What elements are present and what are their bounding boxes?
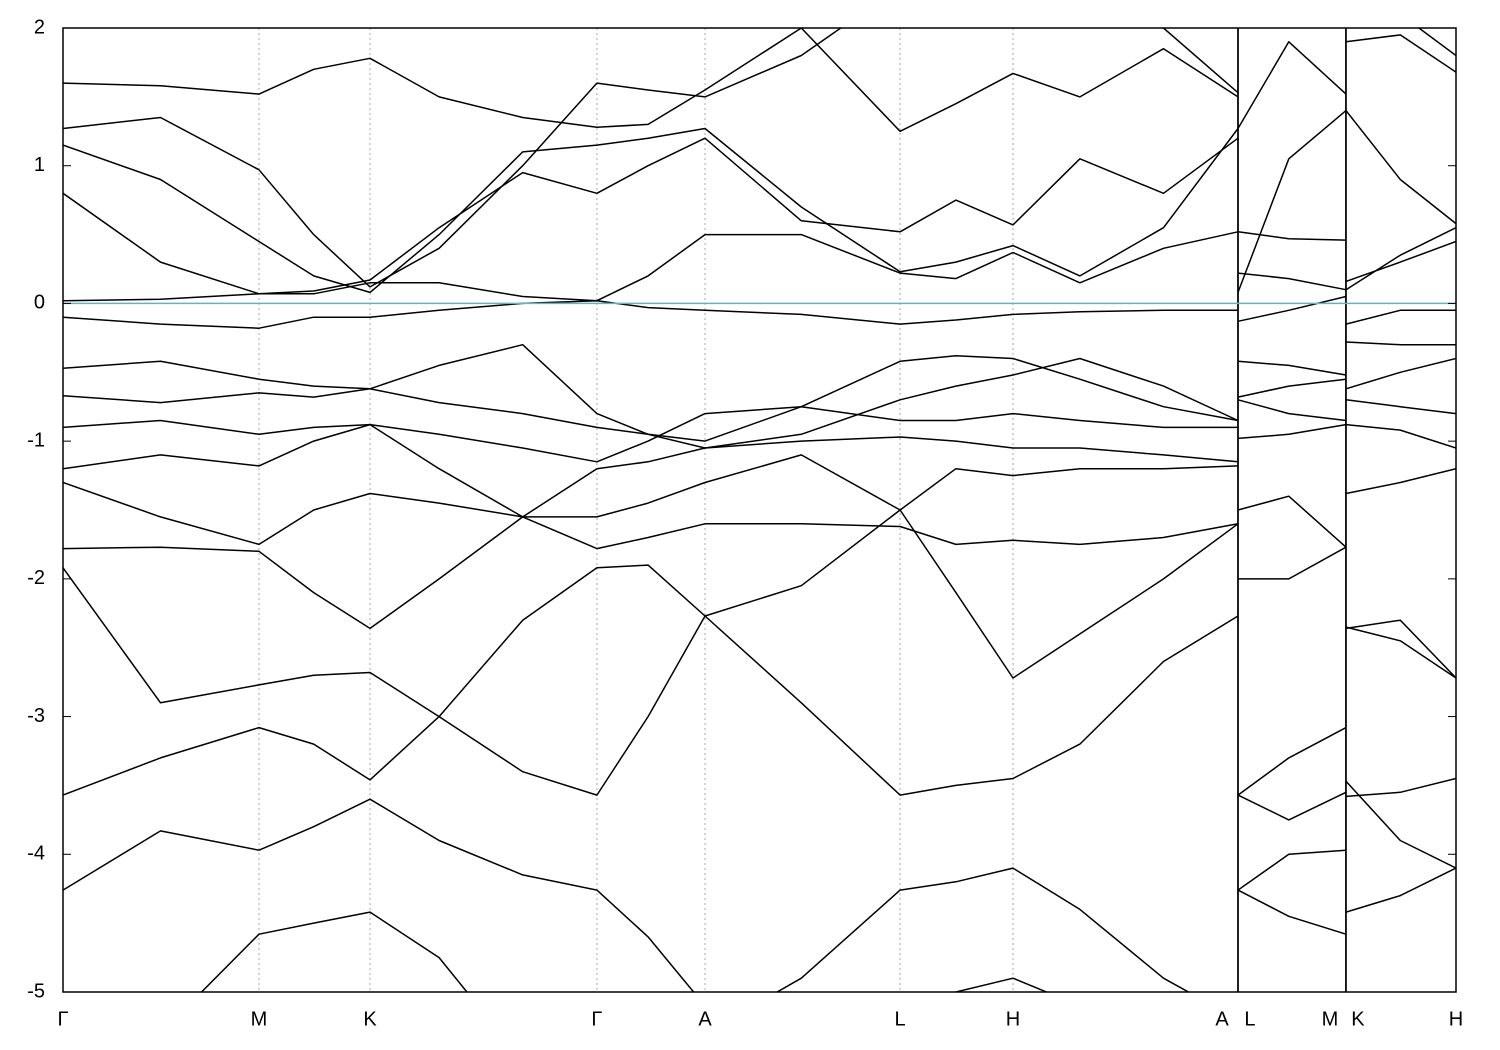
band-line [63,777,1456,992]
y-tick-label: -1 [27,429,45,451]
x-tick-label: K [363,1008,377,1030]
x-tick-label: M [1322,1008,1339,1030]
y-tick-label: -2 [27,567,45,589]
x-tick-label: A [698,1008,712,1030]
band-line [63,509,1456,796]
x-tick-label: Γ [57,1008,68,1030]
grid [258,28,1347,992]
y-tick-label: -4 [27,843,45,865]
band-line [63,295,1456,329]
x-tick-label: K [1351,1008,1365,1030]
plot-frame [62,27,1457,993]
band-line [63,399,1456,463]
y-tick-label: 1 [34,154,45,176]
y-tick-label: 0 [34,292,45,314]
x-tick-label: A [1215,1008,1229,1030]
y-tick-label: -3 [27,705,45,727]
band-line [63,564,1456,869]
x-tick-label: H [1006,1008,1020,1030]
x-tick-label: Γ [591,1008,602,1030]
y-tick-label: 2 [34,16,45,38]
band-line [63,423,1456,518]
x-tick-label: L [894,1008,905,1030]
band-line [200,867,1456,992]
x-tick-label: L [1244,1008,1255,1030]
band-line [63,454,1456,548]
y-tick-label: -5 [27,980,45,1002]
band-line [63,355,1456,442]
band-line [63,110,1456,294]
bands [63,28,1456,992]
band-line [63,137,1456,295]
band-line [63,28,1456,288]
band-line [63,516,1456,679]
band-line [63,227,1456,302]
band-line [63,28,1456,133]
x-tick-label: M [251,1008,268,1030]
x-tick-label: H [1449,1008,1463,1030]
band-line [63,341,1456,449]
